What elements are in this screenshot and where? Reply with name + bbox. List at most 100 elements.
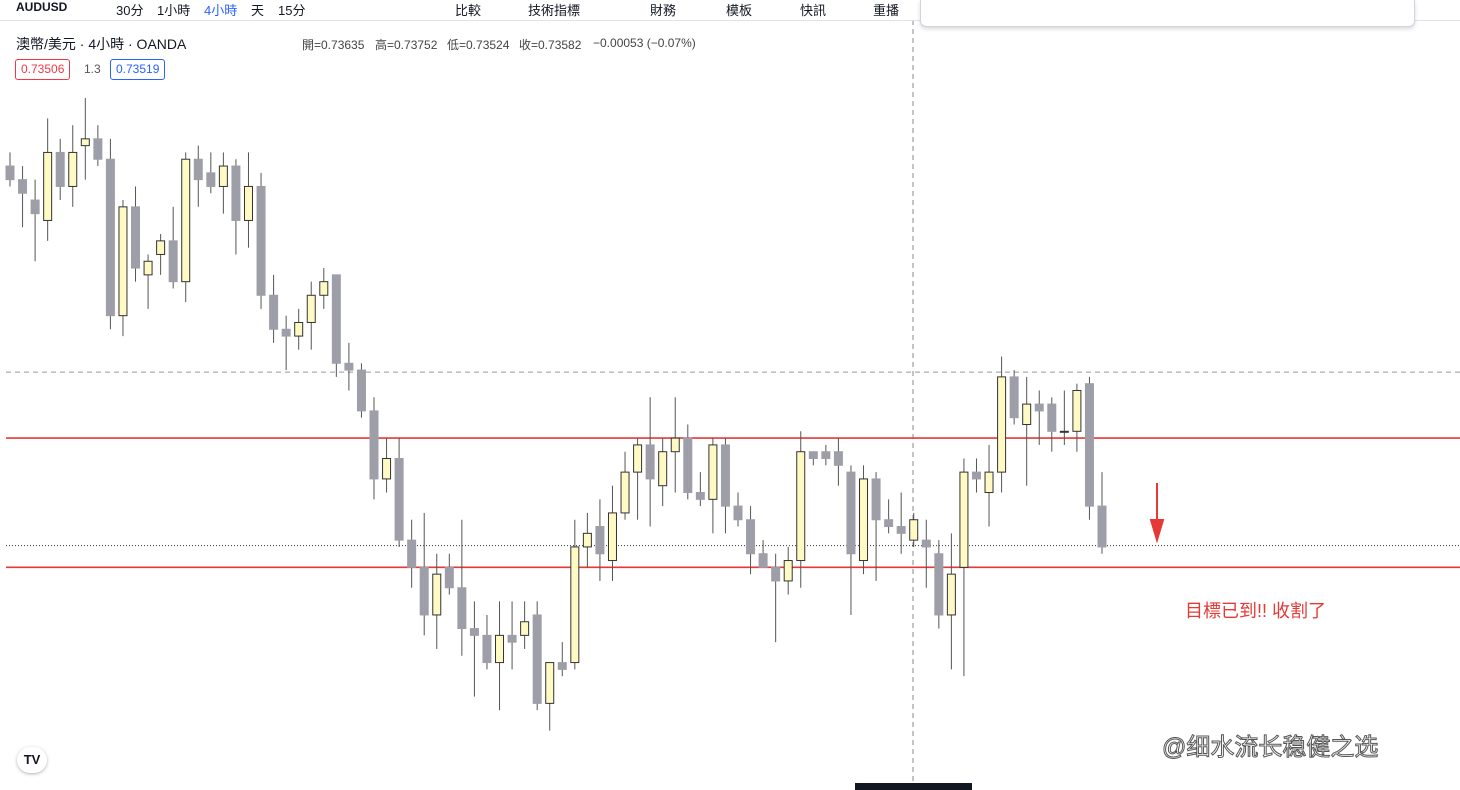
candle-body [984, 471, 994, 494]
candle-body [30, 199, 40, 215]
candle-body [1097, 505, 1107, 548]
candle-body [495, 634, 505, 664]
candle-body [658, 451, 668, 487]
candle-body [821, 451, 831, 460]
candle-body [783, 560, 793, 582]
interval[interactable]: 30分 [116, 3, 144, 18]
candle-body [344, 362, 354, 371]
candle-body [997, 376, 1007, 473]
candle-body [833, 451, 843, 466]
ohlc: 低=0.73524 [447, 38, 510, 52]
candle-body [407, 539, 417, 568]
candle-body [532, 614, 542, 704]
spread: 1.3 [84, 62, 101, 76]
arrow [1149, 483, 1165, 544]
candle-body [256, 185, 266, 296]
toolbar-button[interactable]: 重播 [873, 3, 900, 18]
candle-body [206, 172, 216, 187]
candle-body [884, 519, 894, 528]
candle-body [796, 451, 806, 562]
candle-body [733, 505, 743, 521]
candle-body [1022, 403, 1032, 426]
candle-body [181, 158, 191, 283]
ohlc-change: −0.00053 (−0.07%) [593, 36, 696, 50]
candle-body [105, 158, 115, 317]
ohlc: 收=0.73582 [519, 38, 582, 52]
candle-body [231, 165, 241, 221]
candle-body [444, 566, 454, 589]
candle-body [595, 526, 605, 555]
candle-body [545, 662, 555, 704]
candle-body [55, 151, 65, 187]
candle-body [269, 294, 279, 330]
candle-body [1072, 389, 1082, 432]
candle-body [1059, 430, 1069, 433]
toolbar-button[interactable]: 財務 [650, 3, 677, 18]
candle-body [670, 437, 680, 453]
annotation: 目標已到!! 收割了 [1185, 601, 1327, 621]
candle-body [482, 634, 492, 664]
candle-body [645, 444, 655, 480]
candle-body [683, 437, 693, 494]
candle-body [746, 519, 756, 555]
candle-body [720, 444, 730, 507]
candle-body [457, 587, 467, 630]
symbol[interactable]: AUDUSD [16, 0, 68, 14]
candle-body [68, 151, 78, 187]
candle-body [193, 158, 203, 181]
ohlc: 開=0.73635 [302, 38, 365, 52]
candle-body [43, 151, 53, 221]
candle-body [909, 519, 919, 541]
sell-price[interactable]: 0.73506 [15, 59, 71, 80]
interval[interactable]: 天 [251, 3, 265, 18]
candle-body [846, 471, 856, 555]
candle-body [946, 573, 956, 616]
candle-body [758, 553, 768, 568]
candle-body [607, 512, 617, 562]
watermark: @细水流长稳健之选 [1161, 734, 1379, 762]
candle-body [369, 410, 379, 480]
toolbar-button[interactable]: 技術指標 [528, 3, 581, 18]
toolbar-button[interactable]: 快訊 [800, 3, 827, 18]
candle-body [306, 294, 316, 323]
candle-body [959, 471, 969, 568]
candle-body [896, 526, 906, 534]
interval[interactable]: 15分 [278, 3, 306, 18]
candle-body [382, 458, 392, 480]
candle-body [971, 471, 981, 480]
candle-body [294, 321, 304, 337]
candle-body [93, 138, 103, 160]
candle-body [633, 444, 643, 473]
candle-body [168, 240, 178, 283]
candle-body [582, 532, 592, 548]
candle-body [356, 369, 366, 412]
buy-price[interactable]: 0.73519 [110, 59, 166, 80]
logo[interactable]: TV [17, 747, 47, 773]
candle-body [1034, 403, 1044, 412]
candle-body [771, 566, 781, 582]
candle-body [859, 478, 869, 562]
candle-body [620, 471, 630, 514]
candle-body [871, 478, 881, 521]
interval[interactable]: 4小時 [204, 3, 238, 18]
candle-body [708, 444, 718, 500]
candle-body [156, 240, 166, 255]
toolbar-button[interactable]: 模板 [726, 3, 753, 18]
candle-body [118, 206, 128, 317]
candle-body [243, 185, 253, 221]
candle-body [469, 628, 479, 636]
candle-body [1009, 376, 1019, 419]
candle-body [695, 492, 705, 500]
toolbar-button[interactable]: 比較 [455, 3, 482, 18]
candle-body [1047, 403, 1057, 432]
ohlc: 高=0.73752 [375, 38, 438, 52]
candle-body [319, 281, 329, 296]
candle-body [131, 206, 141, 269]
candle-body [18, 179, 28, 194]
candle-body [432, 573, 442, 616]
candle-body [143, 260, 153, 276]
interval[interactable]: 1小時 [157, 3, 191, 18]
legend-title: 澳幣/美元 · 4小時 · OANDA [16, 36, 187, 52]
